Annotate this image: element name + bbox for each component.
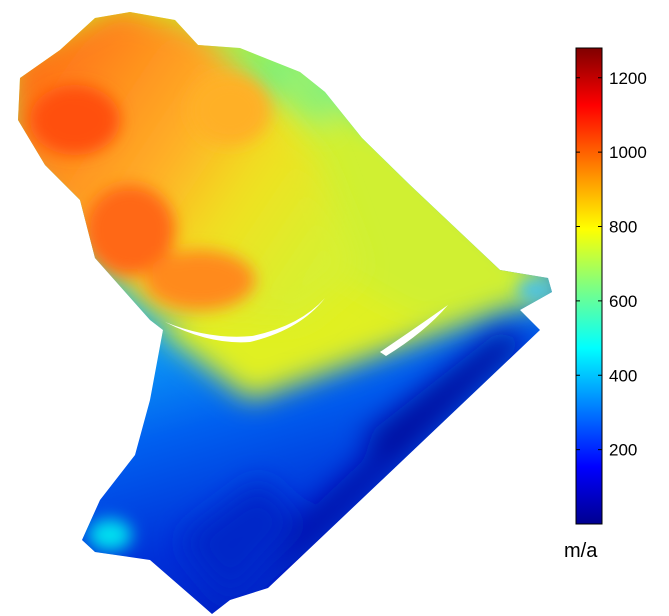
colorbar-tick-label: 600 [609, 292, 637, 311]
colorbar-ticks: 200 400 600 800 1000 1200 [576, 69, 647, 460]
colorbar-unit-label: m/a [564, 540, 598, 562]
colorbar-tick-label: 1000 [609, 143, 647, 162]
colorbar-tick-label: 800 [609, 218, 637, 237]
colorbar: 200 400 600 800 1000 1200 m/a [564, 47, 647, 562]
colorbar-tick-label: 200 [609, 441, 637, 460]
colorbar-gradient [575, 47, 603, 525]
colorbar-tick-label: 400 [609, 366, 637, 385]
crevasse-gap-east [380, 305, 448, 356]
colorbar-tick-label: 1200 [609, 69, 647, 88]
